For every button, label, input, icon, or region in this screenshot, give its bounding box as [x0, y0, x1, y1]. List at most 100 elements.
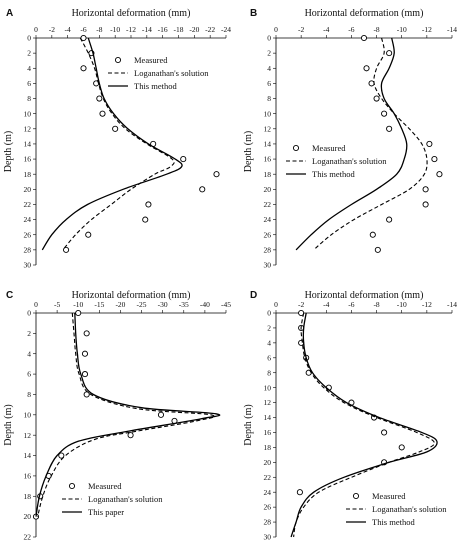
method-curve: [41, 37, 183, 251]
y-axis-title: Depth (m): [243, 131, 254, 172]
y-tick-label: 14: [264, 413, 272, 422]
measured-point: [81, 350, 89, 357]
y-tick-label: 12: [24, 124, 32, 133]
measured-point: [374, 246, 381, 253]
measured-point: [381, 429, 388, 436]
legend: Measured Loganathan's solution This method: [108, 55, 209, 91]
legend-marker-symbol: [68, 482, 76, 490]
x-tick-label: -24: [221, 25, 231, 34]
chart-panel-a: A Horizontal deformation (mm) Depth (m) 0 -2…: [3, 8, 231, 270]
x-tick-label: -8: [373, 300, 379, 309]
y-tick-label: 26: [264, 230, 272, 239]
chart-panel-b: B Horizontal deformation (mm) Depth (m) 0 -2…: [243, 8, 457, 270]
measured-point: [58, 452, 65, 459]
y-tick-label: 30: [264, 261, 272, 270]
x-tick-label: -35: [179, 300, 189, 309]
y-tick-label: 20: [24, 512, 32, 521]
x-axis-title: Horizontal deformation (mm): [72, 8, 191, 19]
y-tick-label: 12: [264, 124, 272, 133]
panel-letter: D: [250, 290, 257, 301]
y-axis-title: Depth (m): [3, 404, 14, 445]
x-tick-label: -40: [200, 300, 210, 309]
y-axis-title: Depth (m): [243, 404, 254, 445]
measured-point: [83, 391, 90, 398]
measured-point: [145, 201, 152, 208]
chart-panel-d: D Horizontal deformation (mm) Depth (m) 0 -2…: [243, 290, 457, 542]
y-tick-label: 16: [264, 428, 272, 437]
y-tick-label: 22: [24, 533, 32, 542]
y-tick-label: 0: [27, 309, 31, 318]
loganathan-curve: [37, 312, 216, 517]
x-tick-label: -6: [348, 300, 354, 309]
x-tick-label: 0: [34, 300, 38, 309]
measured-point: [422, 201, 429, 208]
panel-letter: C: [6, 290, 13, 301]
measured-point: [127, 432, 134, 439]
legend-label: Loganathan's solution: [312, 156, 387, 166]
measured-point: [386, 216, 393, 223]
legend-label: This paper: [88, 507, 124, 517]
y-tick-label: 18: [264, 443, 272, 452]
legend-label: Measured: [88, 481, 122, 491]
measured-point: [381, 110, 388, 117]
measured-point: [85, 231, 92, 238]
y-tick-label: 10: [264, 383, 272, 392]
measured-point: [142, 216, 149, 223]
x-tick-label: -14: [447, 25, 457, 34]
y-tick-label: 28: [24, 245, 32, 254]
y-tick-label: 22: [24, 200, 32, 209]
legend-label: Measured: [312, 143, 346, 153]
y-tick-label: 6: [267, 79, 271, 88]
x-tick-label: -6: [348, 25, 354, 34]
loganathan-curve: [293, 312, 435, 538]
measured-point: [96, 95, 103, 102]
x-tick-label: -20: [115, 300, 125, 309]
y-tick-label: 30: [264, 533, 272, 542]
legend-marker-symbol: [292, 144, 300, 152]
y-tick-label: 20: [264, 185, 272, 194]
measured-point: [99, 110, 106, 117]
measured-point: [75, 309, 82, 317]
measured-point: [369, 231, 376, 238]
y-tick-label: 24: [264, 488, 272, 497]
y-tick-label: 14: [264, 140, 272, 149]
y-tick-label: 28: [264, 518, 272, 527]
legend-label: This method: [312, 169, 355, 179]
y-tick-label: 8: [267, 368, 271, 377]
y-tick-label: 20: [264, 458, 272, 467]
method-curve: [295, 37, 408, 251]
y-tick-label: 2: [267, 324, 271, 333]
x-tick-label: -45: [221, 300, 231, 309]
measured-point: [83, 330, 90, 337]
x-tick-label: -2: [49, 25, 55, 34]
measured-point: [373, 95, 380, 102]
y-tick-label: 12: [24, 431, 32, 440]
x-tick-label: -18: [174, 25, 184, 34]
measured-point: [386, 50, 393, 57]
y-tick-label: 2: [27, 49, 31, 58]
legend-label: Loganathan's solution: [134, 68, 209, 78]
x-tick-label: -20: [189, 25, 199, 34]
loganathan-curve: [62, 37, 175, 251]
x-axis-title: Horizontal deformation (mm): [72, 290, 191, 301]
legend-label: Measured: [372, 491, 406, 501]
x-tick-label: -10: [73, 300, 83, 309]
x-tick-label: -10: [397, 300, 407, 309]
x-tick-label: -4: [323, 25, 329, 34]
measured-point: [81, 371, 89, 378]
x-tick-label: 0: [274, 25, 278, 34]
y-tick-label: 10: [264, 109, 272, 118]
x-tick-label: -15: [94, 300, 104, 309]
y-tick-label: 22: [264, 200, 272, 209]
legend: Measured Loganathan's solution This method: [286, 143, 387, 179]
y-tick-label: 18: [264, 170, 272, 179]
method-curve: [290, 312, 438, 538]
y-tick-label: 12: [264, 398, 272, 407]
legend-marker-symbol: [352, 492, 360, 500]
x-tick-label: -8: [373, 25, 379, 34]
x-tick-label: -5: [54, 300, 60, 309]
y-tick-label: 20: [24, 185, 32, 194]
measured-point: [296, 489, 303, 496]
x-tick-label: -12: [126, 25, 136, 34]
measured-point: [436, 171, 443, 178]
